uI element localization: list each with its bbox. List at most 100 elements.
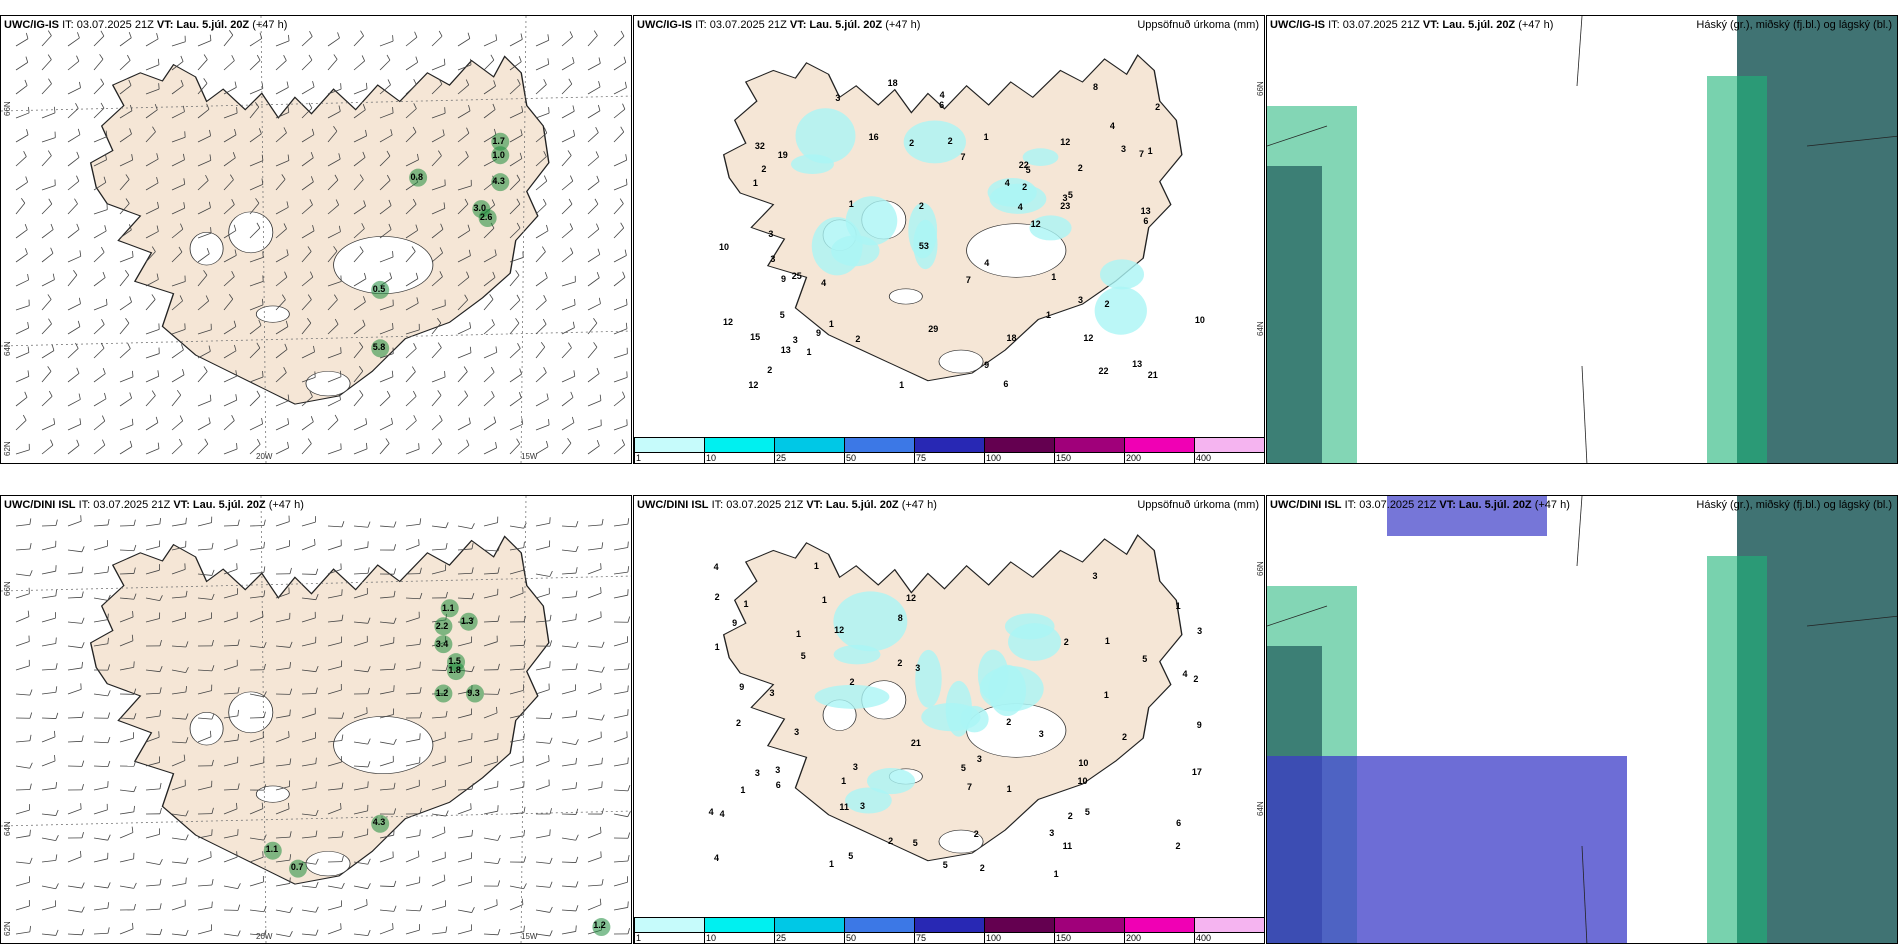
colorbar-segment: 200 <box>1124 437 1194 463</box>
accumulated-precip-label: 7 <box>967 781 973 792</box>
precip-area <box>1094 286 1147 335</box>
accumulated-precip-label: 8 <box>1093 82 1099 93</box>
glacier <box>305 851 351 877</box>
accumulated-precip-label: 11 <box>1062 840 1073 851</box>
accumulated-precip-label: 10 <box>1194 315 1205 326</box>
accumulated-precip-label: 1 <box>828 858 834 869</box>
accumulated-precip-label: 2 <box>947 135 953 146</box>
glacier <box>888 288 923 305</box>
colorbar-segment: 400 <box>1194 437 1264 463</box>
accumulated-precip-label: 2 <box>855 334 861 345</box>
accumulated-precip-label: 2 <box>888 835 894 846</box>
precip-area <box>1008 623 1062 661</box>
colorbar-segment: 10 <box>704 917 774 943</box>
accumulated-precip-label: 5 <box>848 851 854 862</box>
accumulated-precip-label: 2 <box>1022 182 1028 193</box>
accumulated-precip-label: 9 <box>1196 719 1202 730</box>
convective-precip-cell <box>466 684 484 703</box>
accumulated-precip-label: 4 <box>1109 120 1115 131</box>
accumulated-precip-label: 7 <box>960 151 966 162</box>
precipitation-map-panel: UWC/DINI ISL IT: 03.07.2025 21Z VT: Lau.… <box>633 495 1265 944</box>
precip-area <box>1099 259 1145 290</box>
colorbar-segment: 100 <box>984 437 1054 463</box>
colorbar-tick-label: 200 <box>1126 453 1142 463</box>
convective-precip-cell <box>371 280 390 299</box>
lat-label: 66N <box>3 581 12 596</box>
convective-precip-cell <box>434 617 453 636</box>
cloud-layers <box>1267 16 1897 463</box>
colorbar-swatch <box>705 918 774 933</box>
convective-precip-cell <box>434 684 453 703</box>
colorbar-segment: 1 <box>634 437 704 463</box>
precip-colorbar: 1 10 25 50 75 100 150 200 400 <box>634 437 1264 463</box>
map-canvas <box>722 534 1183 862</box>
cloud-cover-map-panel: UWC/IG-IS IT: 03.07.2025 21Z VT: Lau. 5.… <box>1266 15 1898 464</box>
lat-label: 64N <box>1256 801 1265 816</box>
accumulated-precip-label: 2 <box>1193 673 1199 684</box>
accumulated-precip-label: 5 <box>1025 165 1031 176</box>
accumulated-precip-label: 9 <box>732 618 738 629</box>
valid-time: VT: Lau. 5.júl. 20Z <box>173 499 266 511</box>
precip-area <box>903 120 966 164</box>
colorbar-swatch <box>845 438 914 453</box>
valid-time: VT: Lau. 5.júl. 20Z <box>806 499 899 511</box>
init-time: IT: 03.07.2025 21Z <box>1344 499 1437 511</box>
lat-label: 62N <box>3 441 12 456</box>
colorbar-tick-label: 50 <box>846 933 857 943</box>
colorbar-swatch <box>775 438 844 453</box>
accumulated-precip-label: 3 <box>1062 193 1068 204</box>
lat-label: 66N <box>1256 561 1265 576</box>
accumulated-precip-label: 1 <box>1103 690 1109 701</box>
accumulated-precip-label: 3 <box>1049 827 1055 838</box>
precip-area <box>811 217 863 276</box>
accumulated-precip-label: 3 <box>794 726 800 737</box>
colorbar-segment: 50 <box>844 917 914 943</box>
colorbar-swatch <box>705 438 774 453</box>
accumulated-precip-label: 3 <box>1078 294 1084 305</box>
colorbar-tick-label: 10 <box>706 933 717 943</box>
map-canvas <box>1267 496 1897 943</box>
accumulated-precip-label: 3 <box>1038 728 1044 739</box>
precip-area <box>833 644 881 665</box>
colorbar-segment: 75 <box>914 437 984 463</box>
convective-precip-cell <box>459 612 478 631</box>
accumulated-precip-label: 1 <box>983 132 989 143</box>
colorbar-swatch <box>1055 438 1124 453</box>
precip-area <box>921 703 981 732</box>
valid-time: VT: Lau. 5.júl. 20Z <box>1439 499 1532 511</box>
accumulated-precip-label: 11 <box>839 801 849 812</box>
precip-max-label: 0.5 <box>372 283 386 294</box>
colorbar-segment: 25 <box>774 437 844 463</box>
colorbar-segment: 25 <box>774 917 844 943</box>
accumulated-precip-label: 1 <box>752 177 758 188</box>
accumulated-precip-label: 19 <box>777 150 788 161</box>
precip-max-label: 9.3 <box>467 687 480 698</box>
init-time: IT: 03.07.2025 21Z <box>62 19 154 31</box>
accumulated-precip-label: 1 <box>1104 635 1110 646</box>
colorbar-tick-label: 100 <box>986 933 1002 943</box>
accumulated-precip-label: 21 <box>1147 370 1158 381</box>
accumulated-precip-label: 22 <box>1018 159 1029 170</box>
accumulated-precip-label: 3 <box>754 768 760 779</box>
glacier <box>333 716 434 774</box>
accumulated-precip-label: 17 <box>1191 766 1202 777</box>
accumulated-precip-label: 1 <box>821 595 827 606</box>
colorbar-swatch <box>915 438 984 453</box>
wind-map-panel: UWC/IG-IS IT: 03.07.2025 21Z VT: Lau. 5.… <box>0 15 632 464</box>
init-time: IT: 03.07.2025 21Z <box>78 499 171 511</box>
accumulated-precip-label: 5 <box>1142 653 1148 664</box>
precip-max-label: 4.3 <box>492 176 505 187</box>
accumulated-precip-label: 10 <box>719 241 730 252</box>
wind-barbs <box>15 515 631 937</box>
accumulated-precip-label: 32 <box>754 140 765 151</box>
iceland-landmass <box>89 535 550 885</box>
colorbar-tick-label: 25 <box>776 453 787 463</box>
accumulated-precip-label: 3 <box>1121 144 1127 155</box>
accumulated-precip-label: 1 <box>1175 601 1181 612</box>
accumulated-precip-label: 4 <box>708 806 714 817</box>
accumulated-precip-label: 2 <box>767 365 773 376</box>
precip-area <box>867 767 916 795</box>
precip-area <box>908 202 938 259</box>
convective-precip-cell <box>434 635 453 654</box>
convective-precip-cell <box>491 132 510 151</box>
